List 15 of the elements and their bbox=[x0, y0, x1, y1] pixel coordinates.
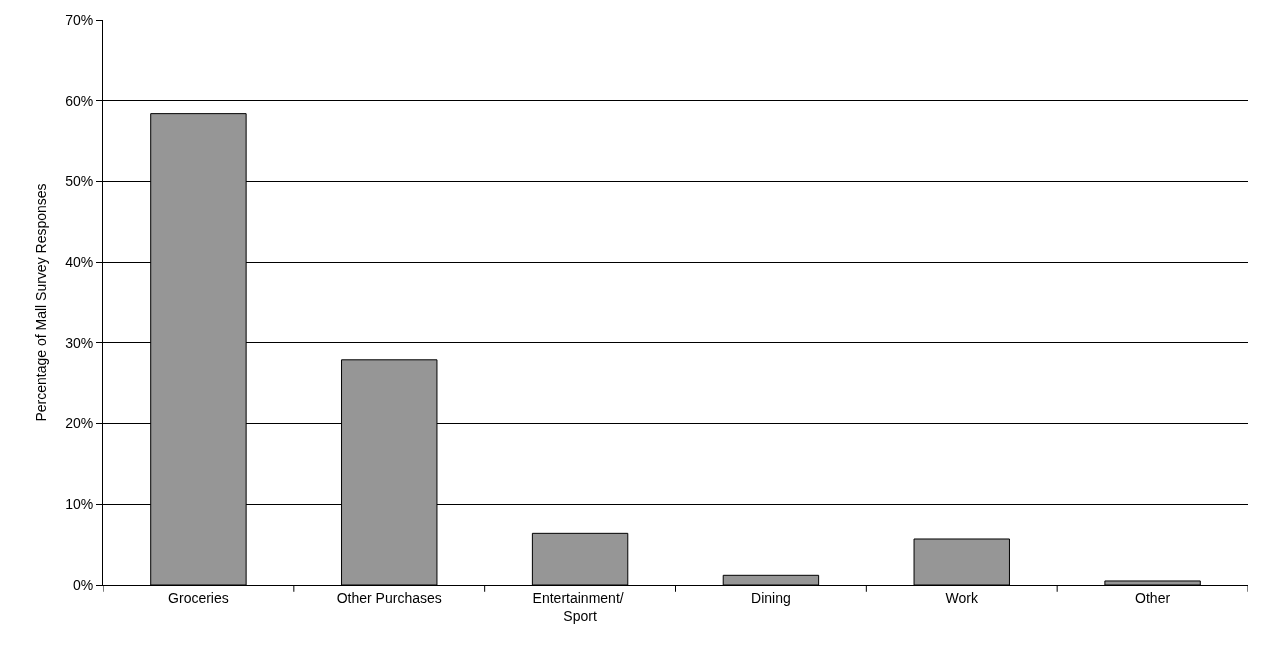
x-tick-label: Work bbox=[945, 589, 979, 606]
y-tick-label: 20% bbox=[65, 415, 94, 432]
y-tick-label: 30% bbox=[65, 334, 94, 351]
x-tick-label: Entertainment/ Sport bbox=[532, 589, 628, 624]
y-axis-title: Percentage of Mall Survey Responses bbox=[32, 183, 49, 422]
x-tick-label: Other Purchases bbox=[336, 589, 442, 606]
y-tick-label: 0% bbox=[72, 576, 94, 593]
x-tick-label: Groceries bbox=[168, 589, 229, 606]
y-tick-label: 10% bbox=[65, 496, 94, 513]
x-tick-label: Other bbox=[1135, 589, 1171, 606]
y-tick-label: 70% bbox=[65, 11, 94, 28]
y-tick-label: 40% bbox=[65, 254, 94, 271]
x-tick-label: Dining bbox=[751, 589, 791, 606]
y-tick-label: 50% bbox=[65, 173, 94, 190]
y-tick-label: 60% bbox=[65, 92, 94, 109]
